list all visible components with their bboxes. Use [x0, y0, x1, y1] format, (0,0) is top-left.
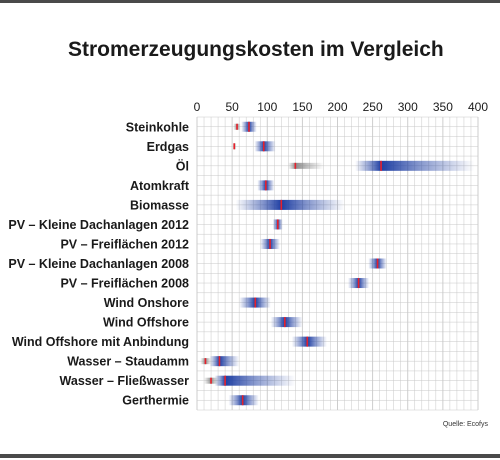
mean-marker: [262, 141, 265, 152]
mean-marker: [380, 160, 382, 171]
range-bar: [214, 375, 296, 386]
range-bar: [235, 199, 345, 210]
mean-marker: [241, 395, 244, 406]
mean-marker: [265, 180, 267, 191]
mean-marker: [357, 278, 360, 289]
top-rule: [0, 0, 500, 3]
range-bar: [228, 395, 259, 406]
category-label: Wind Onshore: [104, 296, 189, 310]
mean-marker: [280, 199, 283, 210]
category-label: Wasser – Staudamm: [67, 355, 189, 369]
mean-marker: [236, 123, 238, 130]
mean-marker: [218, 356, 221, 367]
category-label: Erdgas: [147, 140, 189, 154]
mean-marker: [233, 143, 236, 150]
bottom-rule: [0, 454, 500, 458]
category-label: Gerthermie: [122, 394, 189, 408]
mean-marker: [254, 297, 257, 308]
chart-title: Stromerzeugungskosten im Vergleich: [68, 38, 444, 61]
category-label: PV – Kleine Dachanlagen 2012: [8, 218, 189, 232]
category-label: PV – Freiflächen 2008: [60, 277, 189, 291]
range-bar: [270, 317, 303, 328]
x-tick-label: 200: [327, 100, 347, 114]
x-tick-label: 350: [433, 100, 453, 114]
category-label: Steinkohle: [126, 120, 189, 134]
category-label: PV – Kleine Dachanlagen 2008: [8, 257, 189, 271]
category-label: Atomkraft: [130, 179, 190, 193]
range-bar: [254, 141, 276, 152]
category-label: Wind Offshore mit Anbindung: [12, 335, 189, 349]
x-tick-label: 400: [468, 100, 488, 114]
x-tick-label: 300: [398, 100, 418, 114]
mean-marker: [284, 317, 286, 328]
range-bar: [291, 336, 327, 347]
mean-marker: [376, 258, 379, 269]
category-label: PV – Freiflächen 2012: [60, 237, 189, 251]
x-tick-label: 250: [363, 100, 383, 114]
mean-marker: [276, 219, 279, 230]
x-tick-label: 100: [257, 100, 277, 114]
x-tick-label: 50: [225, 100, 239, 114]
mean-marker: [210, 377, 212, 384]
range-bar: [355, 160, 475, 171]
range-bar: [209, 356, 240, 367]
category-label: Wasser – Fließwasser: [60, 374, 190, 388]
mean-marker: [224, 375, 226, 386]
category-label: Wind Offshore: [103, 316, 189, 330]
mean-marker: [204, 358, 207, 365]
mean-marker: [269, 238, 271, 249]
category-label: Biomasse: [130, 198, 189, 212]
source-note: Quelle: Ecofys: [442, 421, 488, 428]
x-tick-label: 150: [292, 100, 312, 114]
category-label: Öl: [176, 158, 189, 173]
mean-marker: [248, 121, 250, 132]
mean-marker: [294, 162, 297, 169]
x-tick-label: 0: [194, 100, 201, 114]
range-bar: [288, 162, 324, 169]
mean-marker: [306, 336, 309, 347]
